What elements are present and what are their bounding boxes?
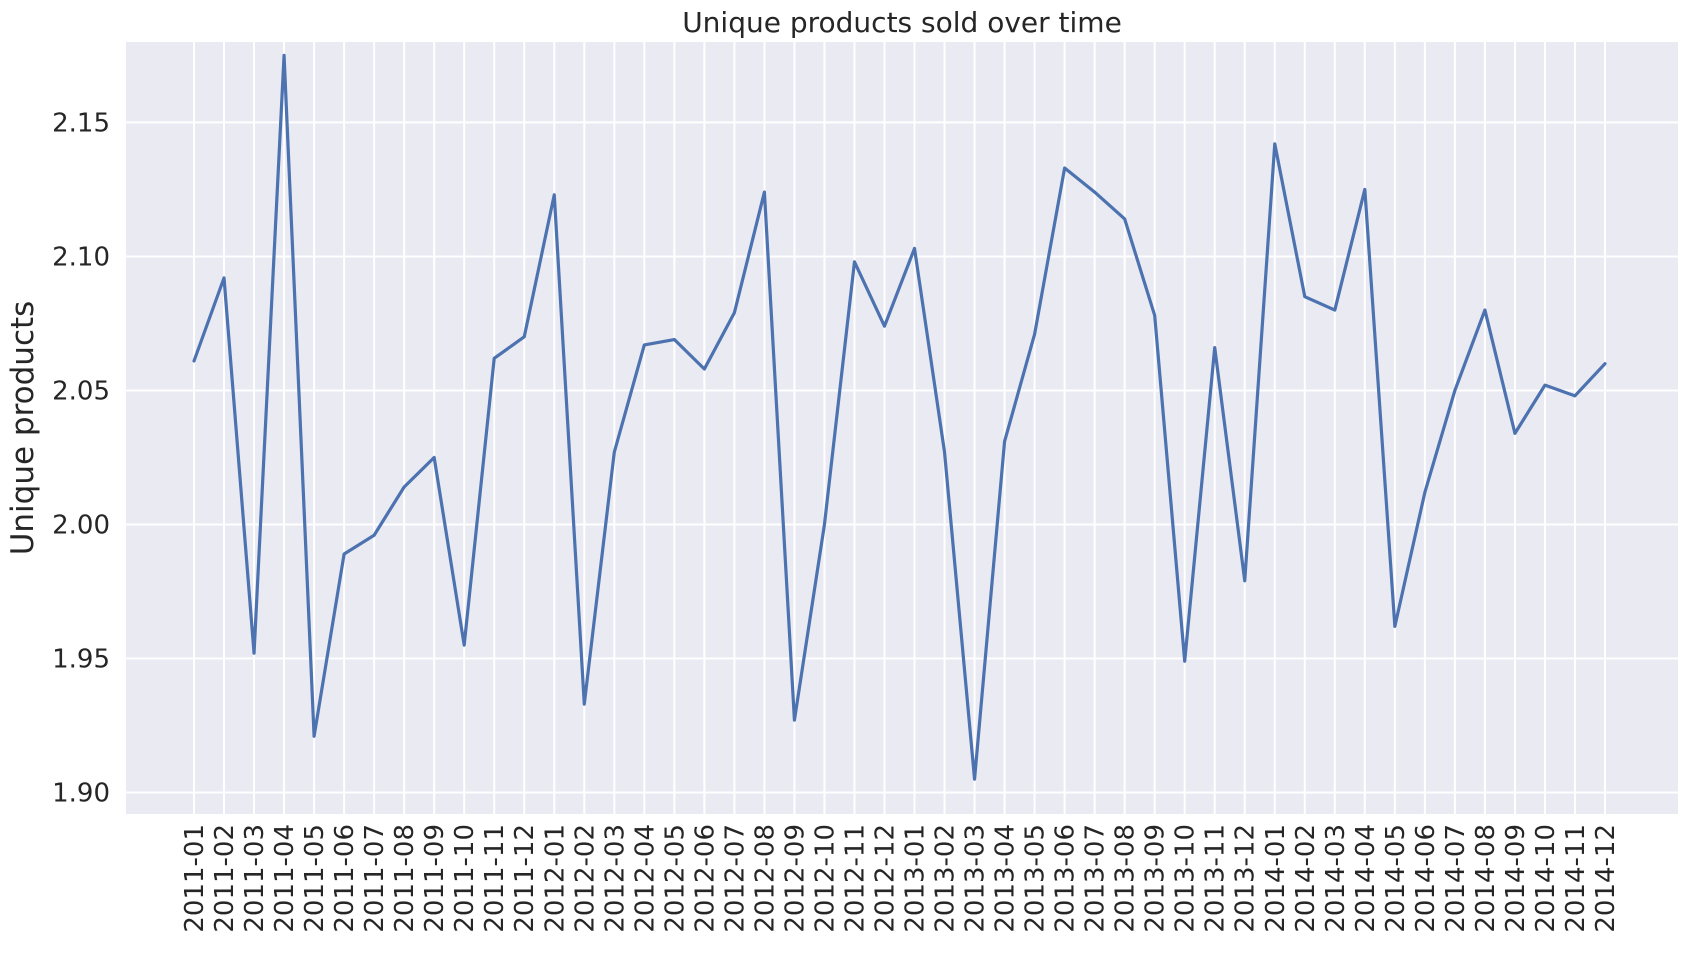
x-tick-label: 2012-06 (690, 824, 720, 933)
x-tick-label: 2014-07 (1441, 824, 1471, 933)
x-tick-label: 2012-11 (840, 824, 870, 933)
x-tick-label: 2014-08 (1471, 824, 1501, 933)
x-tick-label: 2012-03 (600, 824, 630, 933)
x-tick-label: 2013-08 (1111, 824, 1141, 933)
x-tick-label: 2012-01 (540, 824, 570, 933)
x-tick-label: 2012-02 (570, 824, 600, 933)
x-tick-label: 2011-06 (330, 824, 360, 933)
x-tick-label: 2013-12 (1231, 824, 1261, 933)
x-tick-label: 2014-03 (1321, 824, 1351, 933)
x-tick-label: 2012-07 (720, 824, 750, 933)
y-tick-label: 2.10 (52, 242, 110, 272)
y-tick-label: 1.95 (52, 645, 110, 675)
x-tick-label: 2014-06 (1411, 824, 1441, 933)
plot-area (126, 42, 1678, 814)
x-tick-label: 2014-05 (1381, 824, 1411, 933)
x-tick-label: 2013-11 (1201, 824, 1231, 933)
x-tick-label: 2012-05 (660, 824, 690, 933)
x-tick-label: 2011-03 (240, 824, 270, 933)
x-tick-label: 2012-08 (750, 824, 780, 933)
chart-title: Unique products sold over time (682, 6, 1122, 39)
x-tick-label: 2011-01 (180, 824, 210, 933)
x-tick-label: 2011-04 (270, 824, 300, 933)
x-tick-label: 2014-01 (1261, 824, 1291, 933)
x-tick-label: 2011-02 (210, 824, 240, 933)
x-tick-label: 2013-07 (1081, 824, 1111, 933)
x-tick-label: 2014-04 (1351, 824, 1381, 933)
x-tick-label: 2011-11 (480, 824, 510, 933)
y-tick-label: 1.90 (52, 779, 110, 809)
x-tick-label: 2013-03 (961, 824, 991, 933)
x-tick-label: 2012-04 (630, 824, 660, 933)
x-tick-label: 2013-04 (991, 824, 1021, 933)
series-layer (192, 53, 1607, 781)
y-tick-label: 2.05 (52, 376, 110, 406)
x-tick-label: 2014-02 (1291, 824, 1321, 933)
x-tick-label: 2013-10 (1171, 824, 1201, 933)
x-tick-label: 2011-12 (510, 824, 540, 933)
x-tick-label: 2013-06 (1051, 824, 1081, 933)
x-tick-label: 2013-09 (1141, 824, 1171, 933)
y-tick-label: 2.00 (52, 511, 110, 541)
x-tick-label: 2014-12 (1591, 824, 1621, 933)
x-tick-label: 2011-10 (450, 824, 480, 933)
x-axis-ticks: 2011-01 2011-02 2011-03 2011-04 2011-05 2011-… (180, 824, 1621, 933)
x-tick-label: 2013-05 (1021, 824, 1051, 933)
x-tick-label: 2014-10 (1531, 824, 1561, 933)
x-tick-label: 2011-09 (420, 824, 450, 933)
x-tick-label: 2012-10 (810, 824, 840, 933)
y-axis-ticks: 1.90 1.95 2.00 2.05 2.10 2.15 (52, 108, 110, 808)
x-tick-label: 2011-08 (390, 824, 420, 933)
x-tick-label: 2012-09 (780, 824, 810, 933)
x-tick-label: 2014-11 (1561, 824, 1591, 933)
series-line (192, 53, 1607, 781)
x-tick-label: 2011-05 (300, 824, 330, 933)
x-tick-label: 2012-12 (870, 824, 900, 933)
y-axis-label: Unique products (5, 301, 41, 556)
x-tick-label: 2013-01 (901, 824, 931, 933)
y-tick-label: 2.15 (52, 108, 110, 138)
x-tick-label: 2013-02 (931, 824, 961, 933)
x-tick-label: 2014-09 (1501, 824, 1531, 933)
x-tick-label: 2011-07 (360, 824, 390, 933)
